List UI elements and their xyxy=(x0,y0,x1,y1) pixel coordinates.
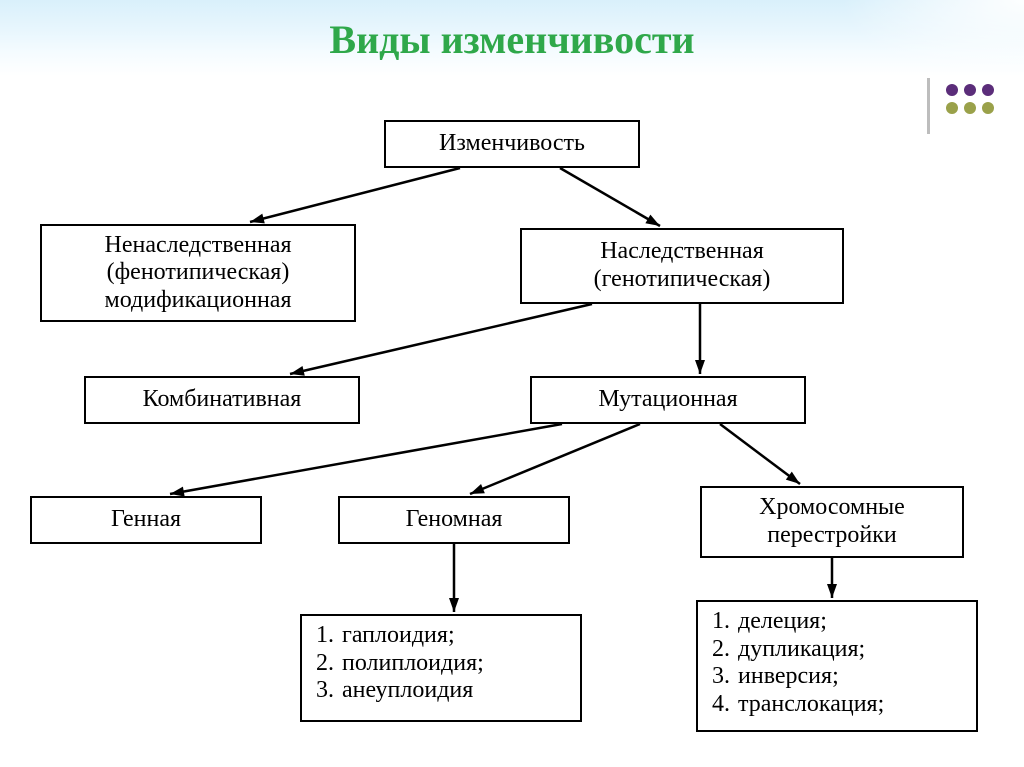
list-item: полиплоидия; xyxy=(340,650,484,678)
list-item: дупликация; xyxy=(736,636,884,664)
node-genomic: Геномная xyxy=(338,496,570,544)
node-genomic-list: гаплоидия;полиплоидия;анеуплоидия xyxy=(300,614,582,722)
slide-header: Виды изменчивости xyxy=(0,0,1024,76)
node-combinative: Комбинативная xyxy=(84,376,360,424)
node-hereditary: Наследственная(генотипическая) xyxy=(520,228,844,304)
node-gene: Генная xyxy=(30,496,262,544)
node-chromosomal-list: делеция;дупликация;инверсия;транслокация… xyxy=(696,600,978,732)
page-title: Виды изменчивости xyxy=(0,16,1024,63)
node-mutational: Мутационная xyxy=(530,376,806,424)
node-chromosomal: Хромосомныеперестройки xyxy=(700,486,964,558)
diagram-canvas: Изменчивость Ненаследственная(фенотипиче… xyxy=(0,76,1024,767)
list-item: гаплоидия; xyxy=(340,622,484,650)
list-item: инверсия; xyxy=(736,663,884,691)
list-item: анеуплоидия xyxy=(340,677,484,705)
node-root: Изменчивость xyxy=(384,120,640,168)
node-non-hereditary: Ненаследственная(фенотипическая)модифика… xyxy=(40,224,356,322)
chromosomal-list: делеция;дупликация;инверсия;транслокация… xyxy=(714,608,884,718)
list-item: делеция; xyxy=(736,608,884,636)
genomic-list: гаплоидия;полиплоидия;анеуплоидия xyxy=(318,622,484,705)
list-item: транслокация; xyxy=(736,691,884,719)
